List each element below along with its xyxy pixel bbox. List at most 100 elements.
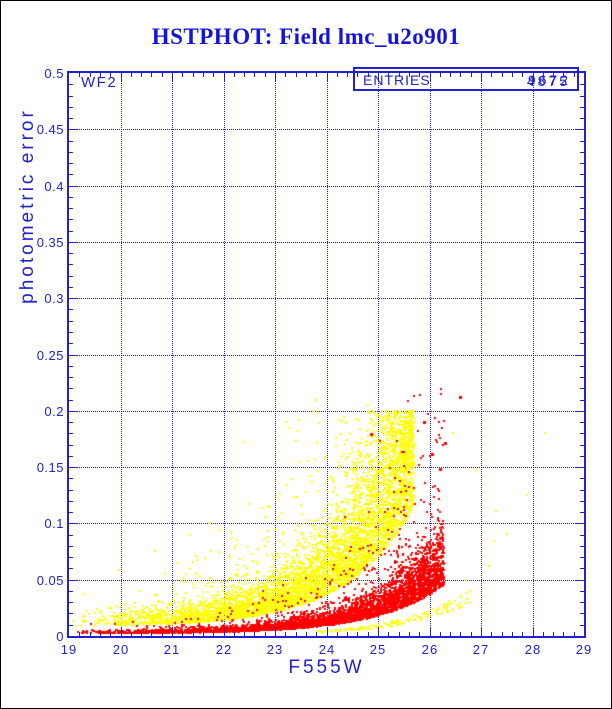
x-tick: [182, 632, 183, 636]
y-tick: [69, 309, 73, 310]
x-tick: [90, 632, 91, 636]
x-tick: [316, 73, 317, 77]
x-tick: [378, 627, 379, 636]
x-tick: [522, 632, 523, 636]
y-tick: [575, 242, 584, 243]
y-tick: [580, 557, 584, 558]
y-tick: [580, 400, 584, 401]
x-tick: [193, 73, 194, 77]
y-tick: [69, 298, 78, 299]
x-tick: [399, 73, 400, 77]
x-tick: [481, 73, 482, 82]
y-tick: [69, 107, 73, 108]
y-tick: [575, 129, 584, 130]
y-tick: [69, 96, 73, 97]
stats-entries-value-primary: 9672: [527, 72, 571, 88]
x-tick: [574, 73, 575, 77]
y-tick: [580, 96, 584, 97]
y-tick: [69, 557, 73, 558]
x-tick: [265, 73, 266, 77]
y-tick: [69, 242, 78, 243]
x-tick: [327, 627, 328, 636]
x-tick: [347, 73, 348, 77]
y-tick: [69, 501, 73, 502]
x-tick: [275, 627, 276, 636]
stats-entries-label: ENTRIES: [363, 72, 431, 88]
y-tick: [580, 422, 584, 423]
x-tick: [409, 632, 410, 636]
y-tick: [69, 433, 73, 434]
y-tick: [580, 253, 584, 254]
x-tick: [224, 627, 225, 636]
x-tick: [481, 627, 482, 636]
y-tick: [580, 377, 584, 378]
x-tick: [285, 632, 286, 636]
x-tick: [316, 632, 317, 636]
y-tick: [69, 512, 73, 513]
x-tick: [502, 632, 503, 636]
y-tick: [580, 332, 584, 333]
y-tick: [69, 197, 73, 198]
x-tick: [409, 73, 410, 77]
x-tick: [512, 632, 513, 636]
y-tick: [580, 118, 584, 119]
y-tick-label: 0.05: [36, 573, 64, 588]
y-tick: [69, 264, 73, 265]
x-tick: [275, 73, 276, 82]
x-tick: [151, 73, 152, 77]
x-tick: [347, 632, 348, 636]
x-tick: [574, 632, 575, 636]
y-tick: [580, 309, 584, 310]
y-tick: [69, 478, 73, 479]
y-tick: [69, 535, 73, 536]
y-tick: [580, 141, 584, 142]
y-tick: [575, 411, 584, 412]
x-tick: [254, 632, 255, 636]
y-tick: [69, 186, 78, 187]
x-tick: [440, 632, 441, 636]
y-tick-label: 0.2: [44, 404, 64, 419]
y-tick-label: 0.3: [44, 291, 64, 306]
x-tick: [553, 632, 554, 636]
x-tick: [193, 632, 194, 636]
y-tick: [69, 591, 73, 592]
y-tick-label: 0.25: [36, 348, 64, 363]
y-tick: [580, 445, 584, 446]
x-tick: [543, 73, 544, 77]
x-tick: [224, 73, 225, 82]
x-tick: [110, 73, 111, 77]
x-tick: [512, 73, 513, 77]
x-tick: [357, 632, 358, 636]
x-tick-label: 24: [318, 642, 336, 657]
y-tick: [580, 231, 584, 232]
x-tick: [254, 73, 255, 77]
x-tick: [533, 627, 534, 636]
y-tick: [580, 84, 584, 85]
y-tick: [580, 456, 584, 457]
y-axis-title: photometric error: [17, 108, 38, 304]
x-tick: [306, 632, 307, 636]
y-tick: [69, 174, 73, 175]
y-tick: [580, 107, 584, 108]
y-tick: [580, 546, 584, 547]
y-tick: [69, 400, 73, 401]
x-tick: [265, 632, 266, 636]
y-tick: [69, 141, 73, 142]
x-tick: [337, 73, 338, 77]
x-tick: [368, 73, 369, 77]
y-tick: [69, 355, 78, 356]
x-tick: [430, 73, 431, 82]
y-tick: [69, 253, 73, 254]
y-tick: [69, 422, 73, 423]
x-tick: [563, 632, 564, 636]
x-tick-label: 20: [112, 642, 130, 657]
y-tick: [580, 535, 584, 536]
x-tick-label: 22: [215, 642, 233, 657]
y-tick: [580, 501, 584, 502]
x-tick: [533, 73, 534, 82]
x-tick: [327, 73, 328, 82]
x-tick-label: 27: [472, 642, 490, 657]
x-tick: [203, 632, 204, 636]
y-tick: [580, 197, 584, 198]
